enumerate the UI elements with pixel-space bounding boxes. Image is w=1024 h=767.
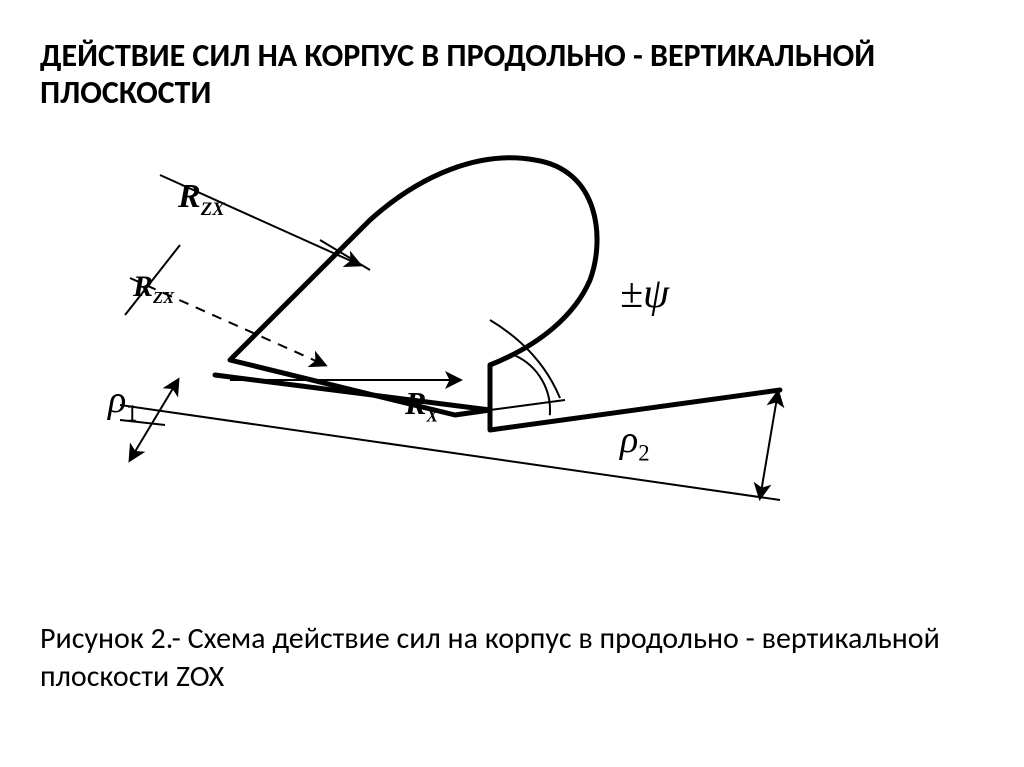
label-rho2-sub: 2 (638, 441, 649, 466)
diagram-svg (60, 120, 820, 590)
label-rzx-upper: RZX (178, 178, 225, 221)
label-rho2-text: ρ (620, 419, 638, 461)
label-rho1: ρ1 (108, 378, 138, 427)
label-rx-text: R (405, 385, 426, 421)
label-rzx-lower: RZX (133, 270, 174, 308)
force-diagram: RZX RZX ρ1 RX ±ψ ρ2 (60, 120, 820, 595)
label-rzx-upper-sub: ZX (201, 199, 225, 220)
figure-caption: Рисунок 2.- Схема действие сил на корпус… (40, 620, 940, 695)
label-rx: RX (405, 385, 438, 426)
page: { "title": { "text": "ДЕЙСТВИЕ СИЛ НА КО… (0, 0, 1024, 767)
label-psi-text: ±ψ (620, 271, 669, 317)
label-rzx-upper-text: R (178, 178, 201, 215)
label-rho1-text: ρ (108, 379, 126, 421)
page-title: ДЕЙСТВИЕ СИЛ НА КОРПУС В ПРОДОЛЬНО - ВЕР… (40, 38, 940, 112)
label-psi: ±ψ (620, 270, 669, 318)
label-rx-sub: X (426, 405, 438, 425)
caption-text: Рисунок 2.- Схема действие сил на корпус… (40, 620, 940, 695)
label-rho1-sub: 1 (126, 401, 137, 426)
label-rzx-lower-sub: ZX (153, 288, 174, 307)
title-text: ДЕЙСТВИЕ СИЛ НА КОРПУС В ПРОДОЛЬНО - ВЕР… (40, 36, 875, 112)
label-rho2: ρ2 (620, 418, 650, 467)
label-rzx-lower-text: R (133, 270, 153, 303)
